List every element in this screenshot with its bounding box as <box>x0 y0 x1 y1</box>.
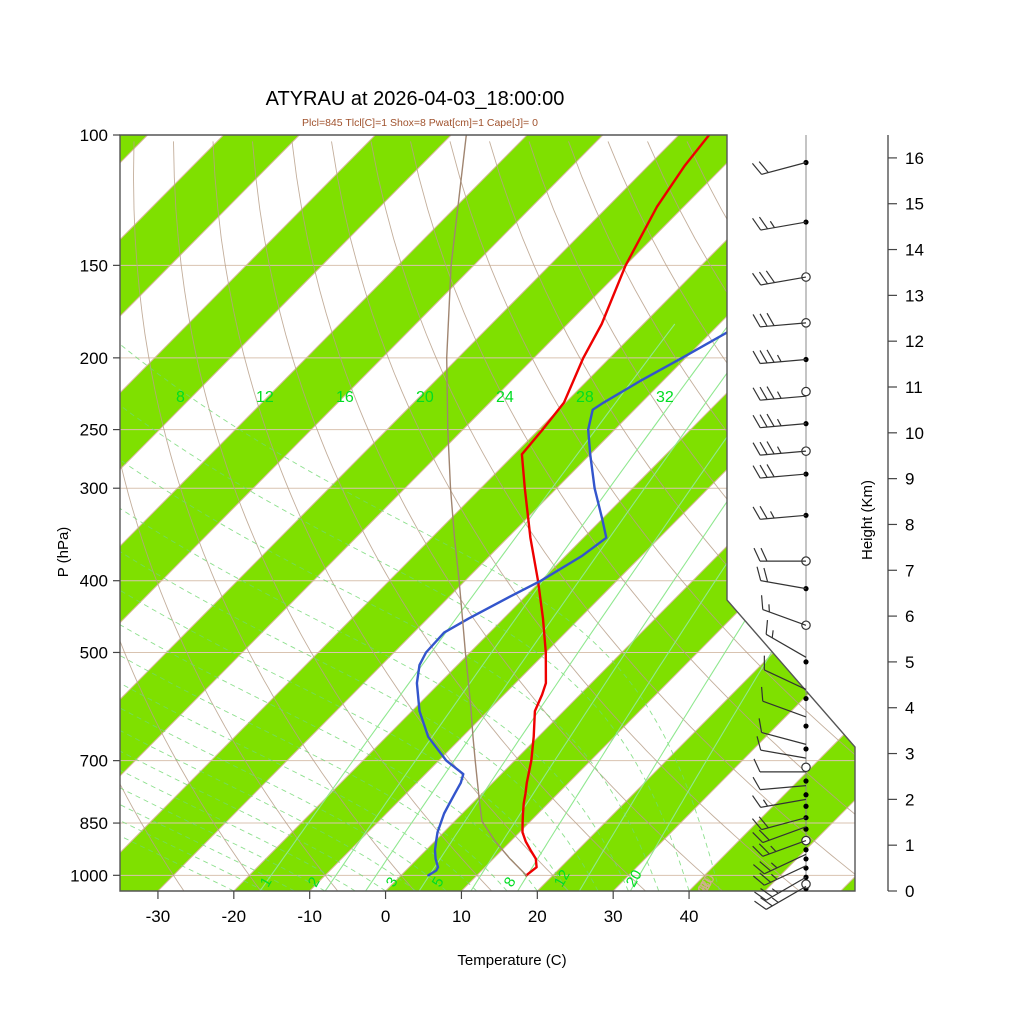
wind-data-point <box>803 792 809 798</box>
height-tick-label: 14 <box>905 241 924 260</box>
pressure-tick-label: 400 <box>80 572 108 591</box>
height-tick-label: 3 <box>905 745 914 764</box>
temperature-tick-label: 30 <box>604 907 623 926</box>
temperature-tick-label: -10 <box>297 907 322 926</box>
dry-adiabat-label: 8 <box>176 389 185 406</box>
dry-adiabat-label: 32 <box>656 389 674 406</box>
wind-barb <box>760 686 807 718</box>
wind-data-point <box>801 879 811 889</box>
height-tick-label: 6 <box>905 607 914 626</box>
wind-barb <box>763 655 807 690</box>
wind-barb <box>752 270 807 286</box>
wind-data-point <box>803 219 809 225</box>
temperature-tick-label: -30 <box>146 907 171 926</box>
wind-barb <box>752 826 807 844</box>
height-tick-label: 13 <box>905 286 924 305</box>
wind-barb <box>752 312 807 328</box>
wind-data-point <box>803 746 809 752</box>
pressure-tick-label: 1000 <box>70 866 108 885</box>
wind-barb <box>754 885 807 910</box>
temperature-tick-label: 20 <box>528 907 547 926</box>
wind-data-point <box>803 856 809 862</box>
pressure-tick-label: 150 <box>80 256 108 275</box>
pressure-tick-label: 300 <box>80 479 108 498</box>
subtitle: Plcl=845 Tlcl[C]=1 Shox=8 Pwat[cm]=1 Cap… <box>302 117 538 129</box>
dry-adiabat-label: 12 <box>256 389 274 406</box>
dry-adiabat-label: 28 <box>576 389 594 406</box>
wind-data-point <box>801 762 811 773</box>
wind-barb <box>752 441 807 456</box>
wind-data-point <box>803 803 809 809</box>
wind-data-point <box>803 778 809 784</box>
pressure-tick-label: 500 <box>80 643 108 662</box>
wind-barb <box>752 776 807 791</box>
temperature-tick-label: 0 <box>381 907 390 926</box>
y2-axis-label: Height (Km) <box>859 480 876 560</box>
pressure-tick-label: 200 <box>80 349 108 368</box>
height-tick-label: 2 <box>905 790 914 809</box>
height-tick-label: 9 <box>905 470 914 489</box>
height-tick-label: 8 <box>905 515 914 534</box>
series-dewpoint-line <box>415 143 855 877</box>
wind-barb <box>751 816 807 831</box>
height-tick-label: 4 <box>905 699 914 718</box>
series-temperature-line <box>520 135 711 877</box>
wind-data-point <box>803 723 809 729</box>
temperature-tick-label: 10 <box>452 907 471 926</box>
pressure-tick-label: 250 <box>80 421 108 440</box>
wind-data-point <box>803 659 809 665</box>
mixing-ratio-label: 12 <box>551 867 574 890</box>
height-tick-label: 5 <box>905 653 914 672</box>
height-tick-label: 11 <box>905 378 923 397</box>
y-axis-label: P (hPa) <box>55 527 72 578</box>
pressure-tick-label: 700 <box>80 752 108 771</box>
wind-barb <box>752 795 807 808</box>
height-tick-label: 15 <box>905 195 924 214</box>
wind-data-point <box>801 386 811 397</box>
wind-barb <box>765 620 807 658</box>
wind-barb <box>752 413 807 429</box>
wind-barb <box>752 853 807 875</box>
wind-barb <box>753 547 806 562</box>
wind-barb <box>752 505 807 520</box>
plot-frame <box>119 134 856 892</box>
height-tick-label: 7 <box>905 561 914 580</box>
wind-data-point <box>803 695 809 702</box>
temperature-tick-label: -20 <box>222 907 247 926</box>
wind-barb <box>756 566 807 590</box>
wind-barb <box>752 840 807 857</box>
isotherm-label: 0 <box>694 882 712 897</box>
wind-barb <box>760 595 807 626</box>
dry-adiabat-label: 20 <box>416 389 434 406</box>
wind-barb <box>751 161 807 175</box>
wind-barb <box>758 718 807 745</box>
height-tick-label: 10 <box>905 424 924 443</box>
wind-barb <box>752 386 807 401</box>
wind-barb-column <box>751 135 811 910</box>
dry-adiabat-label: 24 <box>496 389 514 406</box>
wind-barb <box>752 464 807 479</box>
wind-barb <box>754 876 807 901</box>
mixing-ratio-label: 20 <box>623 867 646 890</box>
wind-barb <box>756 736 807 759</box>
wind-barb <box>753 758 806 773</box>
wind-barb <box>752 216 807 231</box>
wind-barb <box>752 349 807 365</box>
pressure-tick-label: 850 <box>80 814 108 833</box>
temperature-tick-label: 40 <box>680 907 699 926</box>
wind-barb <box>752 865 807 886</box>
x-axis-label: Temperature (C) <box>457 952 566 969</box>
page-title: ATYRAU at 2026-04-03_18:00:00 <box>266 88 565 110</box>
height-tick-label: 1 <box>905 836 914 855</box>
height-tick-label: 16 <box>905 149 924 168</box>
series-parcel-line <box>446 135 527 876</box>
height-tick-label: 12 <box>905 332 924 351</box>
pressure-tick-label: 100 <box>80 126 108 145</box>
wind-data-point <box>803 847 809 853</box>
dry-adiabat-label: 16 <box>336 389 354 406</box>
height-tick-label: 0 <box>905 882 914 901</box>
